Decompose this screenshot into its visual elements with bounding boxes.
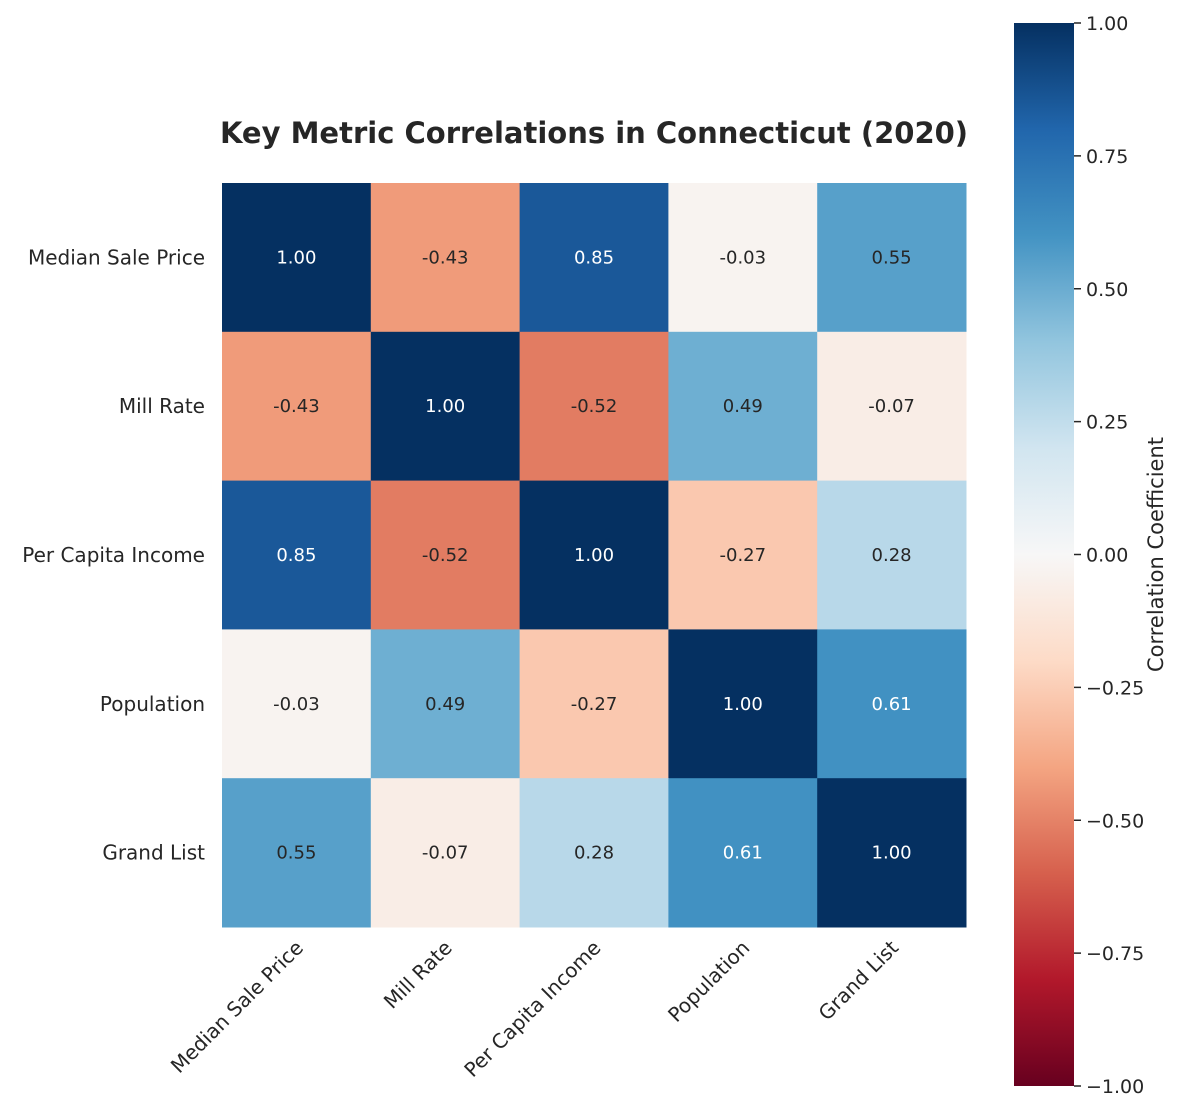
colorbar-tick-label: 0.25	[1086, 412, 1128, 434]
cell-value-label: -0.52	[422, 545, 469, 566]
colorbar-tick-label: −1.00	[1086, 1076, 1144, 1098]
colorbar-gradient	[1014, 23, 1074, 1086]
row-tick-label: Mill Rate	[119, 394, 205, 418]
heatmap-cell	[668, 480, 818, 630]
heatmap-cell	[817, 629, 967, 779]
cell-value-label: 0.61	[872, 694, 912, 715]
heatmap-cell	[370, 183, 521, 333]
cell-value-label: 1.00	[425, 396, 465, 417]
cell-value-label: -0.27	[571, 694, 618, 715]
heatmap-cell	[519, 183, 669, 333]
colorbar-tick-label: 0.50	[1086, 279, 1128, 301]
row-labels: Median Sale Price Mill Rate Per Capita Inc…	[22, 245, 205, 864]
heatmap-cell	[668, 778, 818, 928]
colorbar-tick-label: 0.00	[1086, 545, 1128, 567]
cell-value-label: -0.43	[422, 247, 469, 268]
colorbar-tick-label: 0.75	[1086, 146, 1128, 168]
column-tick-label: Grand List	[814, 935, 904, 1025]
cell-value-label: 0.55	[276, 843, 316, 864]
heatmap-cell	[370, 480, 521, 630]
heatmap-grid: 1.00 -0.43 0.85 -0.03 0.55 -0.43 1.00 -0.52 0.49…	[222, 183, 967, 928]
cell-value-label: -0.52	[571, 396, 618, 417]
row-tick-label: Grand List	[102, 841, 205, 865]
heatmap-cell	[668, 183, 818, 333]
heatmap-cell	[519, 480, 669, 630]
heatmap-cell	[222, 331, 372, 482]
colorbar-label: Correlation Coefficient	[1144, 437, 1168, 672]
colorbar: 1.00 0.75 0.50 0.25 0.00 −0.25 −0.50 −0.75 −1.00…	[1014, 13, 1168, 1098]
heatmap-cell	[519, 778, 669, 928]
cell-value-label: 1.00	[872, 843, 912, 864]
heatmap-cell	[370, 629, 521, 779]
cell-value-label: -0.43	[273, 396, 320, 417]
column-labels: Median Sale Price Mill Rate Per Capita Inc…	[166, 935, 903, 1081]
column-tick-label: Population	[663, 936, 754, 1027]
cell-value-label: -0.07	[422, 843, 469, 864]
row-tick-label: Median Sale Price	[28, 245, 205, 269]
heatmap-cell	[817, 778, 967, 928]
row-tick-label: Per Capita Income	[22, 543, 205, 567]
cell-value-label: 0.49	[723, 396, 763, 417]
cell-value-label: 1.00	[574, 545, 614, 566]
chart-title: Key Metric Correlations in Connecticut (…	[220, 116, 968, 150]
heatmap-cell	[817, 183, 967, 333]
heatmap-cell	[370, 778, 521, 928]
heatmap-cell	[817, 480, 967, 630]
colorbar-tick-label: −0.25	[1086, 677, 1144, 699]
cell-value-label: -0.07	[868, 396, 915, 417]
row-tick-label: Population	[100, 692, 205, 716]
cell-value-label: 0.85	[276, 545, 316, 566]
cell-value-label: 1.00	[276, 247, 316, 268]
cell-value-label: 0.28	[872, 545, 912, 566]
cell-value-label: 0.55	[872, 247, 912, 268]
heatmap-cell	[668, 331, 818, 482]
heatmap-cell	[519, 331, 669, 482]
column-tick-label: Mill Rate	[379, 936, 457, 1014]
cell-value-label: 1.00	[723, 694, 763, 715]
heatmap-cell	[222, 629, 372, 779]
cell-value-label: -0.27	[720, 545, 767, 566]
cell-value-label: -0.03	[720, 247, 767, 268]
column-tick-label: Median Sale Price	[166, 936, 308, 1078]
cell-value-label: 0.85	[574, 247, 614, 268]
heatmap-cell	[668, 629, 818, 779]
cell-value-label: 0.61	[723, 843, 763, 864]
heatmap-cell	[222, 480, 372, 630]
cell-value-label: 0.28	[574, 843, 614, 864]
colorbar-tick-label: −0.75	[1086, 943, 1144, 965]
heatmap-cell	[817, 331, 967, 482]
heatmap-cell	[222, 778, 372, 928]
cell-value-label: -0.03	[273, 694, 320, 715]
heatmap-cell	[370, 331, 521, 482]
column-tick-label: Per Capita Income	[459, 936, 605, 1082]
colorbar-tick-label: −0.50	[1086, 810, 1144, 832]
heatmap-cell	[222, 183, 372, 333]
colorbar-tick-label: 1.00	[1086, 13, 1128, 35]
heatmap-cell	[519, 629, 669, 779]
cell-value-label: 0.49	[425, 694, 465, 715]
